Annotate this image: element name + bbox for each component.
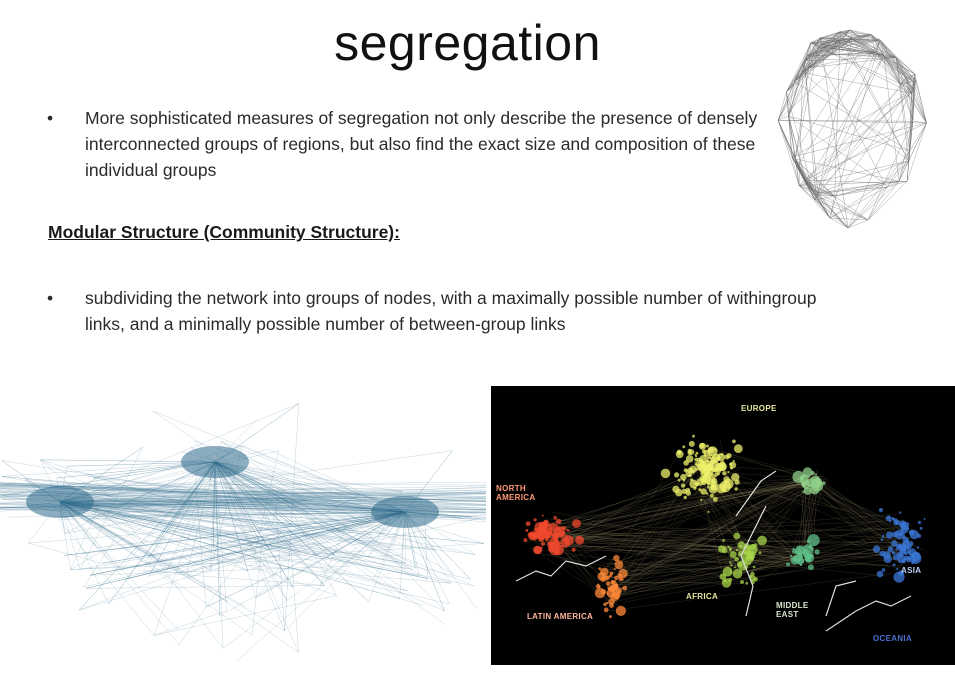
bullet-point-2: • subdividing the network into groups of… (47, 285, 845, 337)
region-label-africa: AFRICA (686, 592, 719, 601)
brain-edges (777, 29, 927, 229)
slide-title: segregation (334, 15, 601, 71)
brain-network-image (760, 18, 940, 248)
region-label-middle-east: MIDDLE EAST (776, 601, 809, 619)
world-map-boundaries (515, 470, 912, 632)
bullet-text-2: subdividing the network into groups of n… (85, 288, 817, 334)
region-label-asia: ASIA (901, 566, 922, 575)
world-map-nodes (523, 434, 926, 619)
section-heading: Modular Structure (Community Structure): (48, 222, 400, 242)
bullet-icon: • (47, 288, 54, 308)
air-network-edges (0, 403, 486, 661)
region-label-latin-america: LATIN AMERICA (527, 612, 594, 621)
world-community-map-image: EUROPE NORTH AMERICA LATIN AMERICA AFRIC… (491, 386, 955, 665)
air-traffic-network-image (0, 362, 486, 680)
bullet-icon: • (47, 108, 54, 128)
region-label-oceania: OCEANIA (873, 634, 912, 643)
bullet-point-1: • More sophisticated measures of segrega… (47, 105, 775, 183)
region-label-north-america: NORTH AMERICA (496, 484, 536, 502)
region-label-europe: EUROPE (741, 404, 777, 413)
bullet-text-1: More sophisticated measures of segregati… (85, 108, 758, 180)
